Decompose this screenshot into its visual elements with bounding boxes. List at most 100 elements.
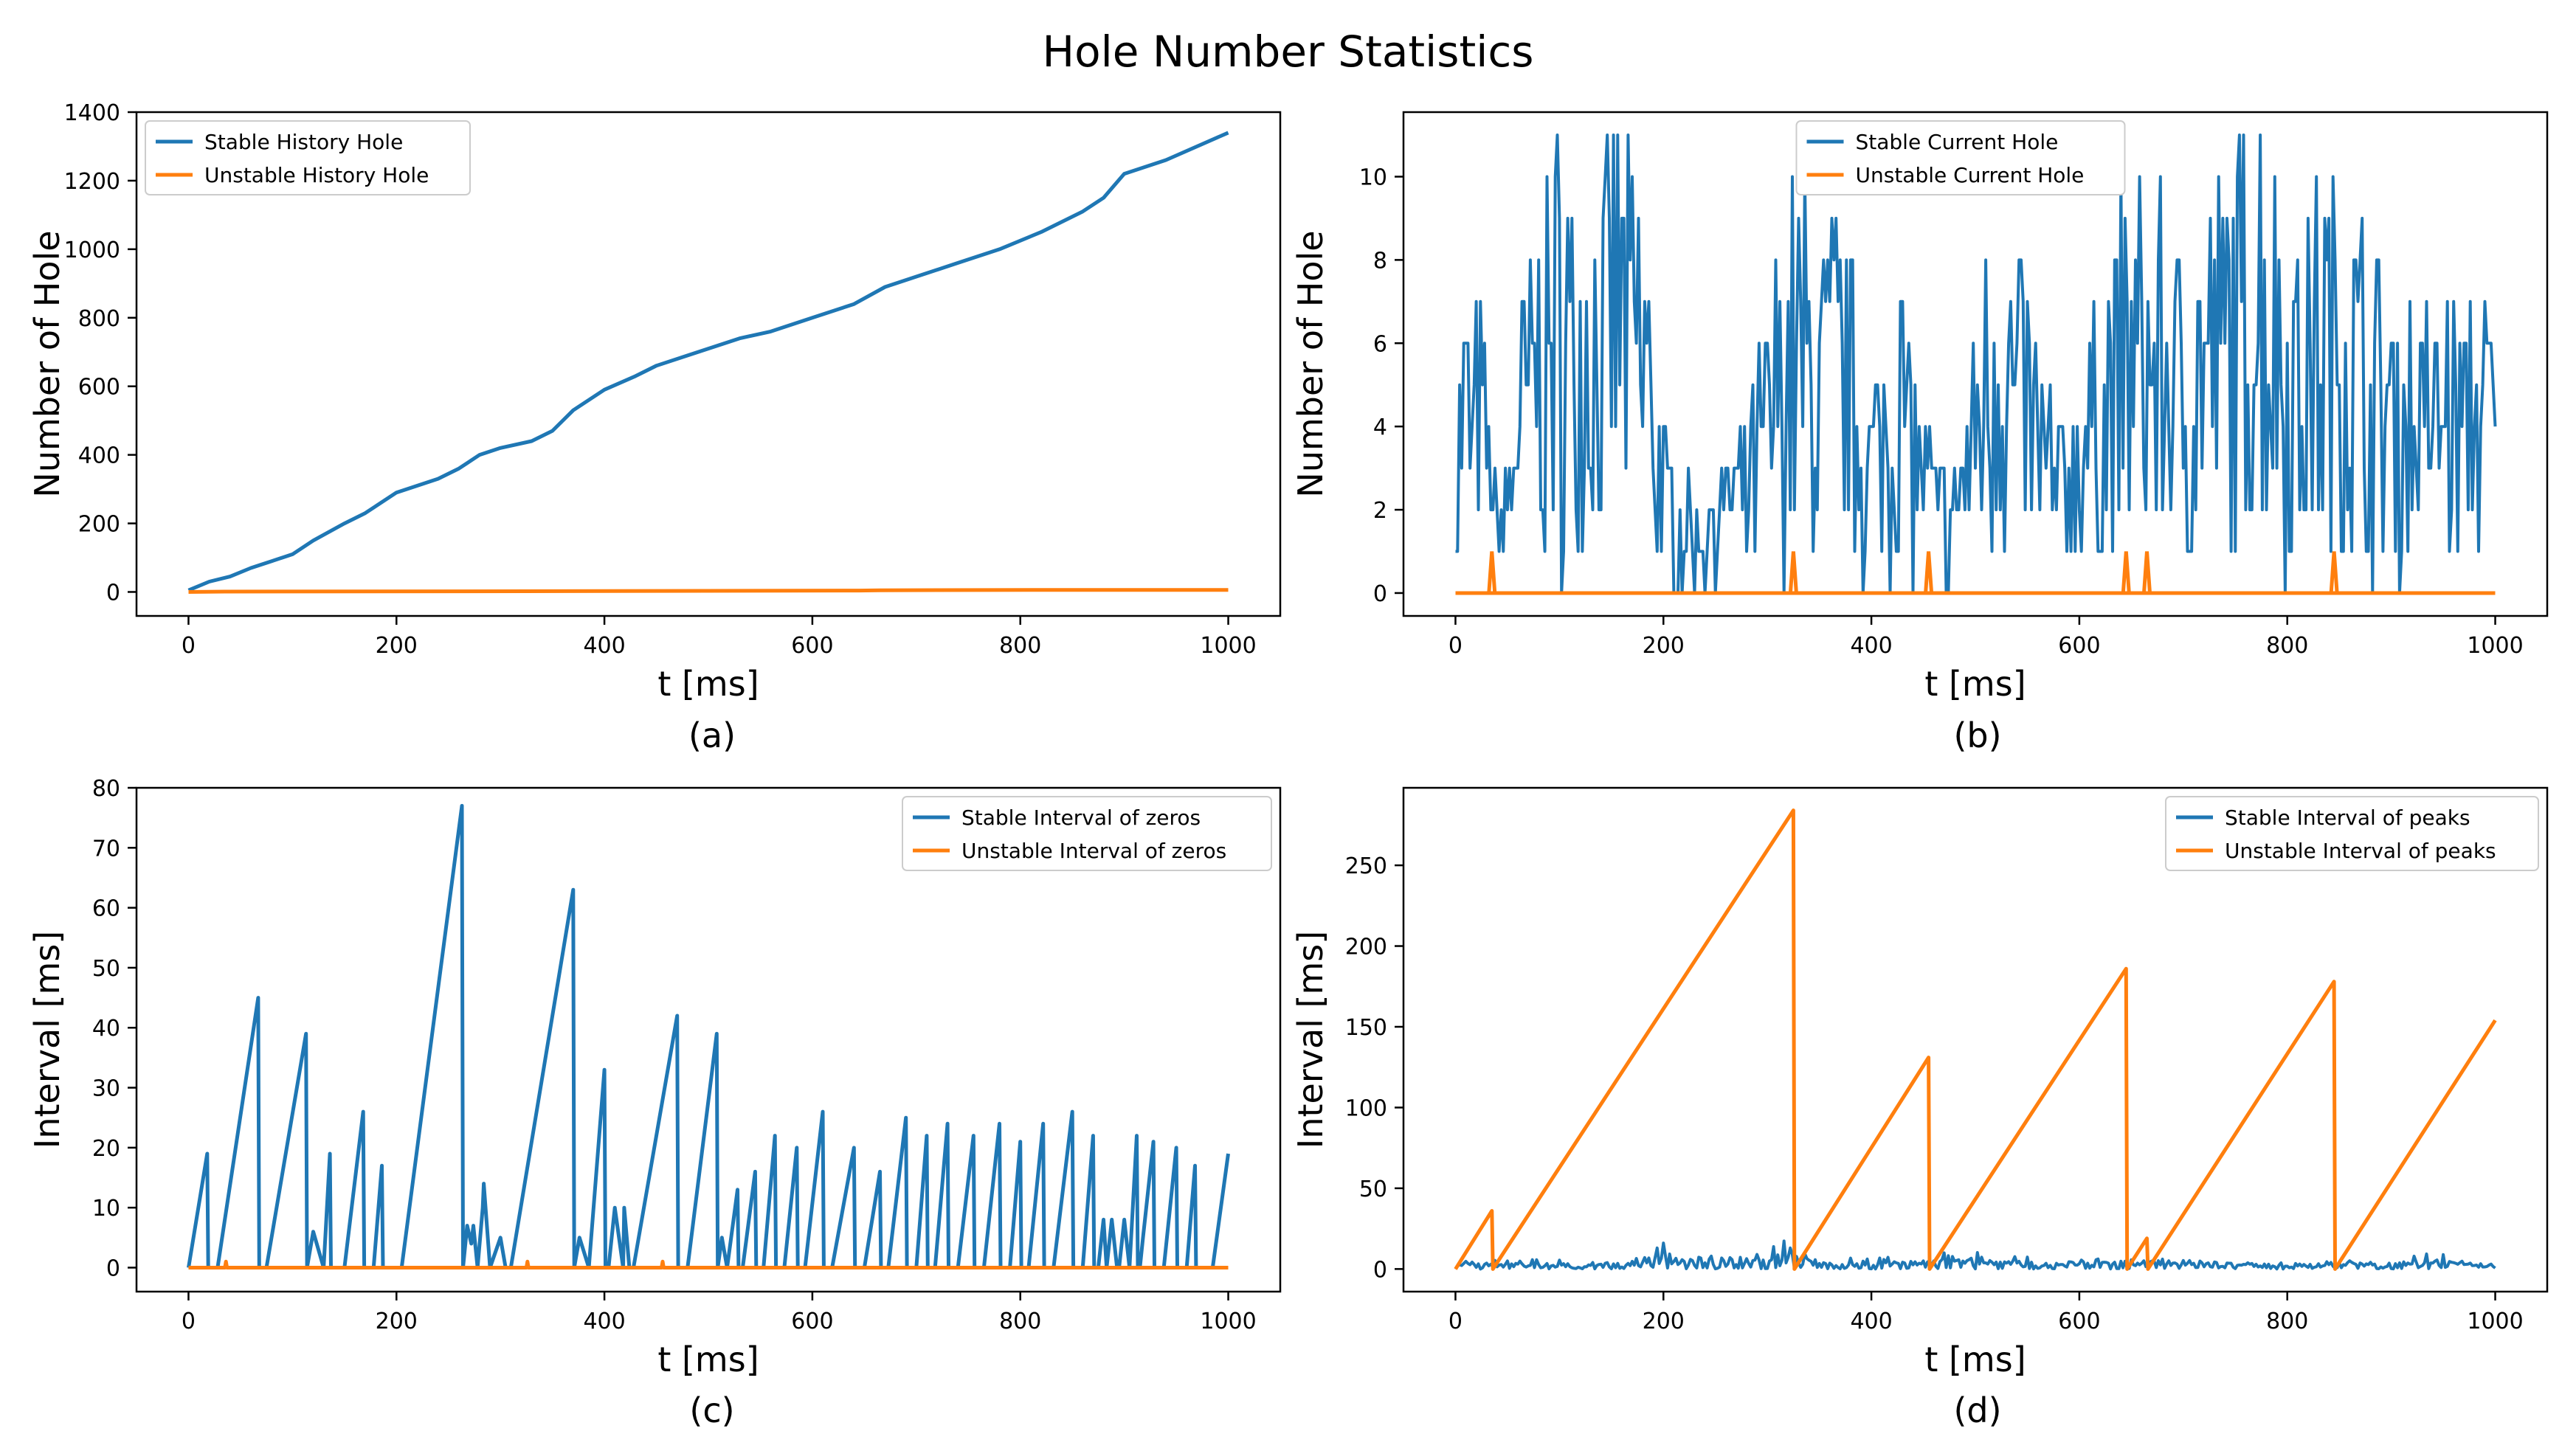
x-tick-label-d: 1000 bbox=[2467, 1309, 2523, 1334]
y-tick-label-b: 10 bbox=[1359, 164, 1387, 190]
legend-a: Stable History Hole Unstable History Hole bbox=[145, 120, 471, 195]
x-tick-label-c: 600 bbox=[791, 1309, 833, 1334]
y-tick-label-d: 0 bbox=[1373, 1257, 1387, 1283]
panel-b: 0 200 400 600 800 1000 0 2 4 6 8 10 t [ms] Number of … bbox=[1291, 111, 2549, 755]
x-tick-label-d: 200 bbox=[1643, 1309, 1685, 1334]
x-tick-label-a: 800 bbox=[999, 633, 1041, 659]
legend-label-d-1: Unstable Interval of peaks bbox=[2225, 839, 2496, 863]
panel-d: 0 200 400 600 800 1000 0 50 100 150 200 250 t [ms] In… bbox=[1291, 786, 2549, 1430]
x-tick-label-c: 400 bbox=[583, 1309, 625, 1334]
y-tick-label-a: 0 bbox=[106, 580, 120, 606]
series-b-unstable-spike bbox=[2329, 551, 2339, 594]
legend-label-a-1: Unstable History Hole bbox=[204, 163, 429, 187]
y-axis-label-b: Number of Hole bbox=[1291, 230, 1330, 497]
legend-label-d-0: Stable Interval of peaks bbox=[2225, 806, 2470, 830]
y-tick-label-a: 200 bbox=[78, 512, 120, 538]
y-tick-label-d: 150 bbox=[1345, 1015, 1387, 1041]
x-tick-label-a: 400 bbox=[583, 633, 625, 659]
figure-title: Hole Number Statistics bbox=[1042, 27, 1534, 77]
y-tick-label-d: 100 bbox=[1345, 1095, 1387, 1121]
series-a-unstable-line bbox=[188, 588, 1229, 594]
series-b-unstable-spike bbox=[2121, 551, 2131, 594]
y-tick-label-c: 30 bbox=[92, 1076, 120, 1102]
y-tick-label-b: 0 bbox=[1373, 581, 1387, 607]
axes-frame-b bbox=[1402, 111, 2549, 617]
x-axis-label-c: t [ms] bbox=[657, 1340, 759, 1379]
y-tick-label-a: 800 bbox=[78, 306, 120, 332]
y-tick-label-a: 1000 bbox=[64, 238, 120, 263]
legend-b: Stable Current Hole Unstable Current Hole bbox=[1795, 120, 2126, 195]
y-tick-label-d: 200 bbox=[1345, 935, 1387, 960]
series-c-unstable-line bbox=[188, 1259, 1229, 1269]
legend-box-a bbox=[145, 120, 471, 195]
x-tick-label-a: 1000 bbox=[1200, 633, 1256, 659]
y-tick-label-b: 8 bbox=[1373, 248, 1387, 274]
y-tick-label-b: 4 bbox=[1373, 415, 1387, 440]
legend-label-c-0: Stable Interval of zeros bbox=[961, 806, 1201, 830]
legend-box-d bbox=[2165, 796, 2539, 871]
panel-label-a: (a) bbox=[688, 716, 736, 755]
legend-label-a-0: Stable History Hole bbox=[204, 130, 403, 154]
x-tick-label-a: 0 bbox=[182, 633, 196, 659]
y-tick-label-b: 2 bbox=[1373, 498, 1387, 524]
y-tick-label-c: 70 bbox=[92, 836, 120, 862]
x-axis-label-a: t [ms] bbox=[657, 664, 759, 704]
panel-label-c: (c) bbox=[689, 1390, 734, 1430]
y-tick-label-a: 1400 bbox=[64, 100, 120, 126]
y-axis-label-d: Interval [ms] bbox=[1291, 931, 1330, 1149]
x-tick-label-d: 800 bbox=[2266, 1309, 2308, 1334]
x-tick-label-b: 0 bbox=[1448, 633, 1463, 659]
y-tick-label-c: 40 bbox=[92, 1016, 120, 1042]
axes-frame-a bbox=[135, 111, 1282, 617]
series-d-stable-line bbox=[1454, 1239, 2496, 1271]
x-tick-label-b: 600 bbox=[2058, 633, 2100, 659]
y-tick-label-c: 50 bbox=[92, 956, 120, 982]
panel-a: 0 200 400 600 800 1000 0 200 400 600 800 1000 1200 14… bbox=[27, 100, 1282, 755]
x-tick-label-b: 800 bbox=[2266, 633, 2308, 659]
panel-label-d: (d) bbox=[1953, 1390, 2001, 1430]
x-tick-label-c: 0 bbox=[182, 1309, 196, 1334]
series-b-unstable-spike bbox=[1788, 551, 1798, 594]
panel-label-b: (b) bbox=[1953, 716, 2001, 755]
legend-label-c-1: Unstable Interval of zeros bbox=[961, 839, 1226, 863]
x-axis-label-d: t [ms] bbox=[1924, 1340, 2026, 1379]
x-tick-label-d: 0 bbox=[1448, 1309, 1463, 1334]
y-tick-label-c: 60 bbox=[92, 896, 120, 922]
series-c-stable-line bbox=[187, 803, 1230, 1269]
y-tick-label-c: 0 bbox=[106, 1255, 120, 1281]
legend-box-c bbox=[902, 796, 1272, 871]
x-tick-label-d: 400 bbox=[1850, 1309, 1892, 1334]
x-tick-label-c: 1000 bbox=[1200, 1309, 1256, 1334]
y-axis-label-a: Number of Hole bbox=[27, 230, 67, 497]
y-tick-label-c: 20 bbox=[92, 1136, 120, 1162]
legend-c: Stable Interval of zeros Unstable Interva… bbox=[902, 796, 1272, 871]
panel-c: 0 200 400 600 800 1000 0 10 20 30 40 50 60 70 80 t [ms]… bbox=[27, 776, 1282, 1430]
x-tick-label-d: 600 bbox=[2058, 1309, 2100, 1334]
legend-label-b-0: Stable Current Hole bbox=[1856, 130, 2059, 154]
x-tick-label-a: 600 bbox=[791, 633, 833, 659]
axes-frame-c bbox=[135, 786, 1282, 1293]
legend-box-b bbox=[1795, 120, 2126, 195]
series-b-unstable-spike bbox=[1924, 551, 1934, 594]
series-b-unstable-spike bbox=[2142, 551, 2152, 594]
y-axis-label-c: Interval [ms] bbox=[27, 931, 67, 1149]
y-tick-label-c: 10 bbox=[92, 1196, 120, 1222]
y-tick-label-d: 50 bbox=[1359, 1177, 1387, 1202]
x-tick-label-c: 200 bbox=[376, 1309, 418, 1334]
x-tick-label-a: 200 bbox=[376, 633, 418, 659]
legend-d: Stable Interval of peaks Unstable Interva… bbox=[2165, 796, 2539, 871]
x-axis-label-b: t [ms] bbox=[1924, 664, 2026, 704]
series-a-stable-line bbox=[187, 131, 1229, 592]
series-b-stable-line bbox=[1455, 134, 2497, 595]
y-tick-label-a: 600 bbox=[78, 375, 120, 401]
legend-label-b-1: Unstable Current Hole bbox=[1856, 163, 2085, 187]
y-tick-label-d: 250 bbox=[1345, 853, 1387, 879]
x-tick-label-b: 200 bbox=[1643, 633, 1685, 659]
series-b-unstable-spike bbox=[1487, 551, 1497, 594]
y-tick-label-b: 6 bbox=[1373, 331, 1387, 357]
x-tick-label-c: 800 bbox=[999, 1309, 1041, 1334]
series-d-unstable-line bbox=[1454, 808, 2497, 1271]
y-tick-label-a: 1200 bbox=[64, 169, 120, 195]
